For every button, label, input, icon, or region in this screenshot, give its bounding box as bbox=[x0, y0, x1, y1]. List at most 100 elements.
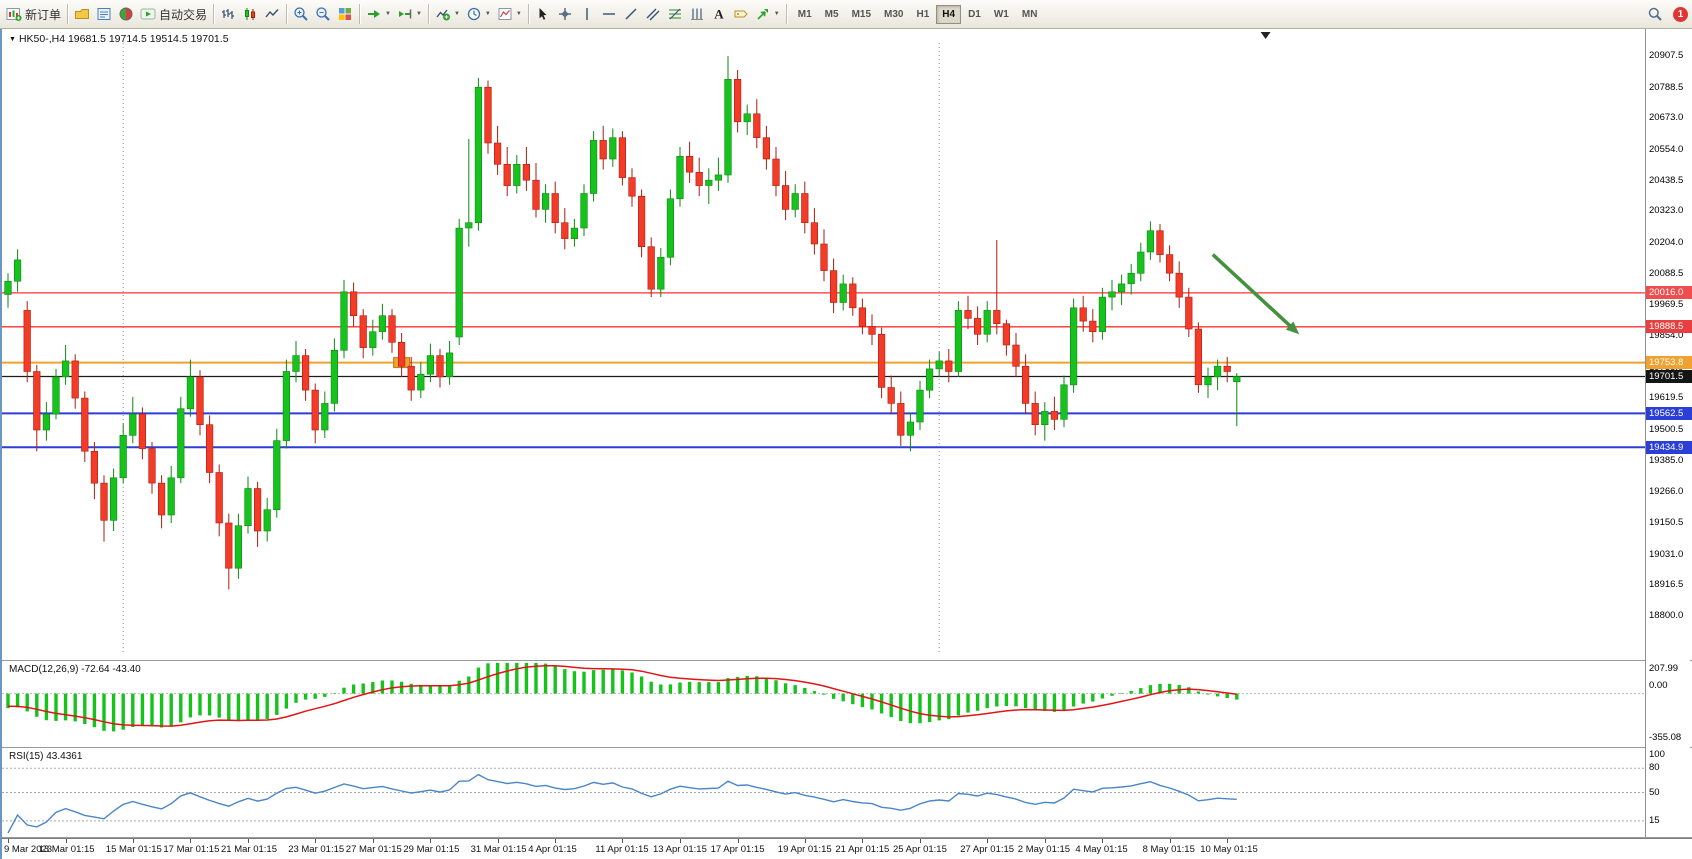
panel-splitter[interactable] bbox=[2, 747, 1692, 748]
time-axis-label: 13 Apr 01:15 bbox=[653, 844, 707, 855]
trendline-tool-button[interactable] bbox=[620, 3, 642, 25]
new-order-button[interactable]: 新订单 bbox=[3, 3, 64, 25]
tile-windows-button[interactable] bbox=[334, 3, 356, 25]
community-button[interactable] bbox=[115, 3, 137, 25]
main-chart-panel: ▼ HK50-,H4 19681.5 19714.5 19514.5 19701.… bbox=[2, 29, 1645, 660]
toolbar-separator bbox=[427, 4, 429, 24]
price-line-badge: 19701.5 bbox=[1646, 370, 1692, 383]
time-axis-label: 15 Mar 01:15 bbox=[105, 844, 162, 855]
chart-shift-button[interactable]: ▼ bbox=[394, 3, 425, 25]
data-window-button[interactable] bbox=[93, 3, 115, 25]
dropdown-caret-icon: ▼ bbox=[385, 11, 391, 17]
chart-candles-button[interactable] bbox=[239, 3, 261, 25]
timeframe-w1-button[interactable]: W1 bbox=[988, 5, 1015, 24]
time-axis-label: 17 Mar 01:15 bbox=[163, 844, 220, 855]
time-axis-label: 4 May 01:15 bbox=[1075, 844, 1128, 855]
price-axis-tick: 19854.0 bbox=[1649, 329, 1684, 341]
timeframe-m1-button[interactable]: M1 bbox=[792, 5, 818, 24]
zoom-in-icon bbox=[293, 6, 309, 22]
fibonacci-icon bbox=[667, 6, 683, 22]
price-axis-tick: 20088.5 bbox=[1649, 267, 1684, 279]
autotrading-button[interactable]: 自动交易 bbox=[137, 3, 210, 25]
horizontal-line-tool-button[interactable] bbox=[598, 3, 620, 25]
macd-panel: MACD(12,26,9) -72.64 -43.40 bbox=[2, 661, 1645, 747]
periods-clock-icon bbox=[466, 6, 482, 22]
auto-scroll-icon bbox=[366, 6, 382, 22]
time-axis-label: 19 Apr 01:15 bbox=[777, 844, 832, 855]
dropdown-caret-icon: ▼ bbox=[484, 11, 491, 17]
price-axis-tick: 20673.0 bbox=[1649, 112, 1684, 124]
search-icon bbox=[1647, 6, 1663, 22]
rsi-axis-tick: 80 bbox=[1649, 762, 1660, 774]
tile-windows-icon bbox=[337, 6, 353, 22]
crosshair-tool-button[interactable] bbox=[554, 3, 576, 25]
timeframe-h1-button[interactable]: H1 bbox=[910, 5, 935, 24]
panel-splitter[interactable] bbox=[2, 837, 1692, 838]
vertical-line-icon bbox=[579, 6, 595, 22]
price-axis-tick: 19500.5 bbox=[1649, 423, 1684, 435]
time-axis-label: 23 Mar 01:15 bbox=[288, 844, 345, 855]
time-axis-label: 8 May 01:15 bbox=[1142, 844, 1195, 855]
auto-scroll-button[interactable]: ▼ bbox=[363, 3, 394, 25]
cycle-lines-tool-button[interactable] bbox=[686, 3, 708, 25]
timeframe-m30-button[interactable]: M30 bbox=[878, 5, 909, 24]
time-axis[interactable]: 9 Mar 2023 13 Mar 01:15 15 Mar 01:15 17 Mar… bbox=[2, 838, 1692, 858]
macd-chart-svg[interactable] bbox=[2, 661, 1645, 747]
panel-splitter[interactable] bbox=[2, 660, 1692, 661]
chart-line-button[interactable] bbox=[261, 3, 283, 25]
timeframe-h4-button[interactable]: H4 bbox=[936, 4, 962, 24]
time-axis-tick bbox=[804, 839, 806, 843]
timeframe-d1-button[interactable]: D1 bbox=[962, 5, 987, 24]
time-axis-label: 27 Mar 01:15 bbox=[345, 844, 402, 855]
time-axis-label: 11 Apr 01:15 bbox=[595, 844, 649, 855]
profiles-button[interactable] bbox=[71, 3, 93, 25]
timeframe-m5-button[interactable]: M5 bbox=[819, 5, 845, 24]
timeframe-group: M1 M5 M15 M30 H1 H4 D1 W1 MN bbox=[792, 4, 1044, 24]
price-axis-tick: 19385.0 bbox=[1649, 454, 1684, 466]
zoom-in-button[interactable] bbox=[290, 3, 312, 25]
time-axis-tick bbox=[315, 839, 317, 843]
time-axis-tick bbox=[1102, 839, 1104, 843]
bar-chart-icon bbox=[220, 6, 236, 22]
price-line-badge: 19562.5 bbox=[1646, 406, 1692, 420]
time-axis-tick bbox=[1044, 839, 1046, 843]
rsi-chart-svg[interactable] bbox=[2, 748, 1645, 837]
templates-button[interactable]: ▼ bbox=[494, 3, 525, 25]
channel-tool-button[interactable] bbox=[642, 3, 664, 25]
notification-badge[interactable]: 1 bbox=[1673, 6, 1688, 22]
macd-axis-tick: 0.00 bbox=[1649, 679, 1668, 691]
text-label-tool-button[interactable] bbox=[730, 3, 752, 25]
price-line-badge: 19753.8 bbox=[1646, 356, 1692, 370]
toolbar-separator bbox=[213, 4, 215, 24]
cursor-tool-button[interactable] bbox=[532, 3, 554, 25]
text-tool-button[interactable]: A bbox=[708, 3, 730, 25]
time-axis-tick bbox=[1169, 839, 1171, 843]
time-axis-tick bbox=[497, 839, 499, 843]
symbol-collapse-icon[interactable]: ▼ bbox=[9, 36, 16, 43]
zoom-out-button[interactable] bbox=[312, 3, 334, 25]
time-axis-tick bbox=[372, 839, 374, 843]
time-axis-tick bbox=[987, 839, 989, 843]
time-axis-tick bbox=[248, 839, 249, 843]
line-chart-icon bbox=[264, 6, 280, 22]
price-axis-tick: 19031.0 bbox=[1649, 548, 1684, 560]
time-axis-tick bbox=[190, 839, 192, 843]
indicators-button[interactable]: ▼ bbox=[432, 3, 463, 25]
main-chart-svg[interactable] bbox=[2, 29, 1645, 660]
price-scale[interactable]: 20907.5 20788.5 20673.0 20554.0 20438.5 20323… bbox=[1646, 29, 1692, 837]
cycle-lines-icon bbox=[689, 6, 705, 22]
search-button[interactable] bbox=[1644, 3, 1666, 25]
chart-bars-button[interactable] bbox=[217, 3, 239, 25]
dropdown-caret-icon: ▼ bbox=[515, 11, 522, 17]
indicators-icon bbox=[435, 6, 451, 22]
fibonacci-tool-button[interactable] bbox=[664, 3, 686, 25]
periods-button[interactable]: ▼ bbox=[463, 3, 494, 25]
arrows-tool-button[interactable]: ▼ bbox=[752, 3, 783, 25]
vertical-line-tool-button[interactable] bbox=[576, 3, 598, 25]
price-axis-tick: 20323.0 bbox=[1649, 205, 1684, 217]
timeframe-m15-button[interactable]: M15 bbox=[846, 5, 877, 24]
new-order-label: 新订单 bbox=[25, 7, 62, 22]
timeframe-mn-button[interactable]: MN bbox=[1016, 5, 1044, 24]
svg-text:A: A bbox=[714, 7, 724, 22]
macd-label: MACD(12,26,9) -72.64 -43.40 bbox=[9, 664, 141, 675]
